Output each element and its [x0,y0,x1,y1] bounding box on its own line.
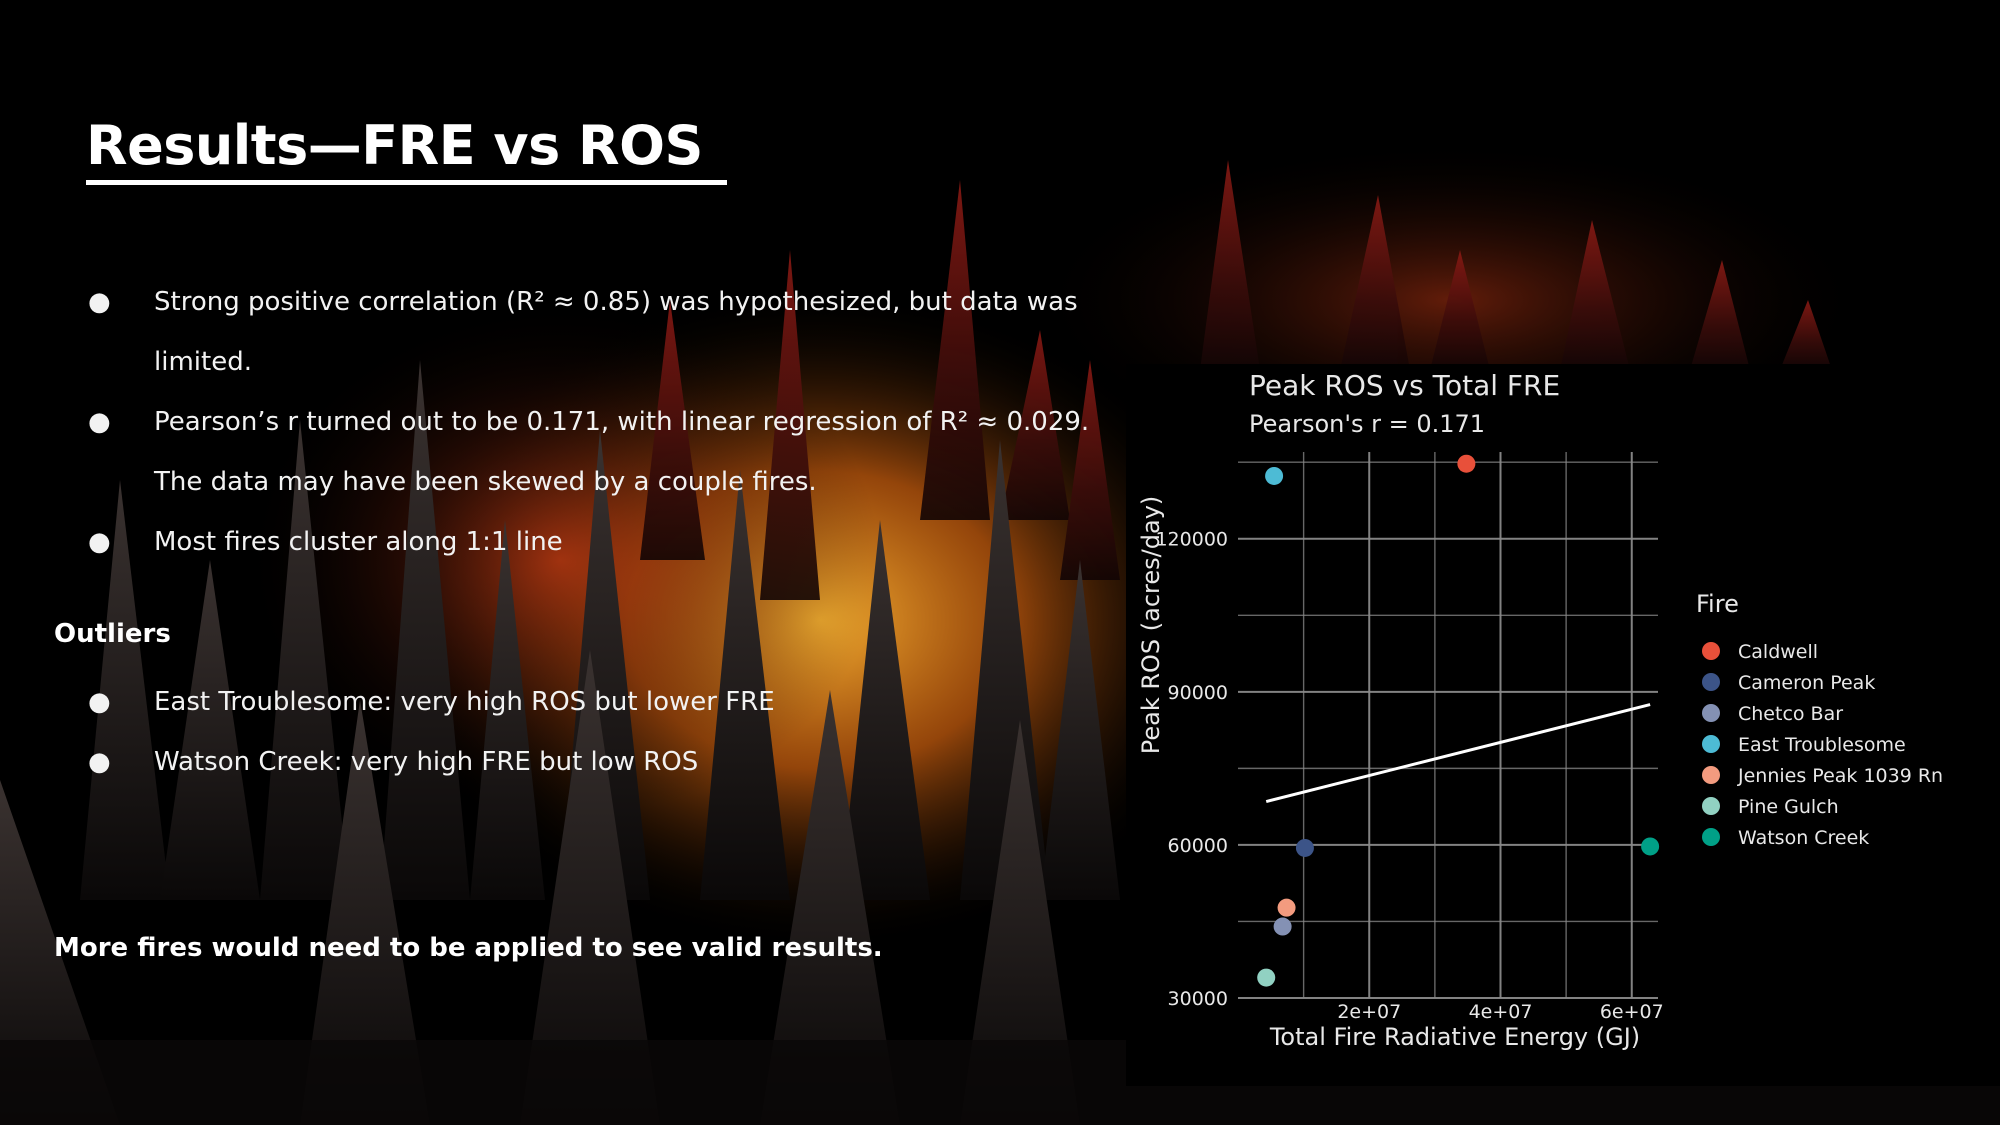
bullet-icon: ● [88,287,111,317]
scatter-chart: Peak ROS vs Total FRE Pearson's r = 0.17… [1137,369,1943,1051]
outliers-list: ● East Troublesome: very high ROS but low… [86,672,1096,792]
bullet-text: Watson Creek: very high FRE but low ROS [154,747,699,777]
bullet-text: Strong positive correlation (R² ≈ 0.85) … [154,287,1078,377]
y-tick-label: 90000 [1168,682,1228,704]
bullet-text: Most fires cluster along 1:1 line [154,527,563,557]
chart-subtitle: Pearson's r = 0.171 [1249,410,1485,438]
slide-title: Results—FRE vs ROS [86,112,727,185]
bullet-icon: ● [88,747,111,777]
data-points [1257,454,1660,987]
legend-label: Caldwell [1738,641,1818,663]
legend-label: East Troublesome [1738,734,1906,756]
legend-key [1702,704,1720,722]
trend-line-group [1265,703,1651,803]
bullet-text: East Troublesome: very high ROS but lowe… [154,687,775,717]
conclusion-text: More fires would need to be applied to s… [54,933,883,963]
list-item: ● East Troublesome: very high ROS but low… [86,672,1096,732]
bullet-icon: ● [88,687,111,717]
list-item: ● Watson Creek: very high FRE but low ROS [86,732,1096,792]
legend-key [1702,766,1720,784]
x-tick-label: 2e+07 [1337,1001,1401,1023]
y-axis-label: Peak ROS (acres/day) [1137,496,1165,755]
legend-title: Fire [1696,590,1739,618]
legend-label: Pine Gulch [1738,796,1839,818]
y-tick-label: 120000 [1155,529,1228,551]
x-tick-label: 4e+07 [1469,1001,1533,1023]
trend-line [1265,703,1651,803]
chart-grid [1238,452,1658,999]
x-tick-label: 6e+07 [1600,1001,1664,1023]
legend-key [1702,673,1720,691]
data-point [1265,466,1284,485]
legend-key [1702,735,1720,753]
legend-key [1702,642,1720,660]
chart-title: Peak ROS vs Total FRE [1249,369,1560,402]
legend: Caldwell Cameron Peak Chetco Bar East Troub… [1702,641,1943,849]
bullet-icon: ● [88,407,111,437]
data-point [1257,968,1276,987]
legend-key [1702,797,1720,815]
chart-panel: Peak ROS vs Total FRE Pearson's r = 0.17… [1126,364,2000,1086]
legend-label: Chetco Bar [1738,703,1843,725]
data-point [1457,454,1476,473]
bullet-text: Pearson’s r turned out to be 0.171, with… [154,407,1090,497]
legend-label: Cameron Peak [1738,672,1875,694]
data-point [1273,917,1292,936]
x-axis-label: Total Fire Radiative Energy (GJ) [1269,1023,1640,1051]
data-point [1295,838,1314,857]
chart-axes: 2e+07 4e+07 6e+07 30000 60000 90000 120000 [1155,529,1663,1023]
list-item: ● Most fires cluster along 1:1 line [86,512,1096,572]
legend-label: Watson Creek [1738,827,1869,849]
y-tick-label: 30000 [1168,988,1228,1010]
data-point [1277,898,1296,917]
list-item: ● Strong positive correlation (R² ≈ 0.85)… [86,272,1096,392]
findings-list: ● Strong positive correlation (R² ≈ 0.85)… [86,272,1096,572]
legend-label: Jennies Peak 1039 Rn [1737,765,1943,787]
legend-key [1702,828,1720,846]
data-point [1641,837,1660,856]
bullet-icon: ● [88,527,111,557]
y-tick-label: 60000 [1168,835,1228,857]
outliers-heading: Outliers [54,619,171,649]
list-item: ● Pearson’s r turned out to be 0.171, wit… [86,392,1096,512]
